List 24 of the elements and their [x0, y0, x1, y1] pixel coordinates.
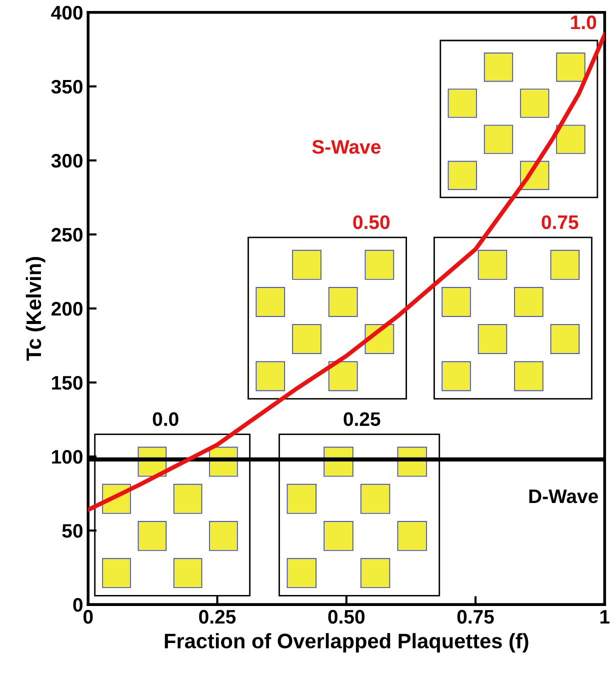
y-tick-label: 0 [73, 598, 82, 612]
x-tick-label: 0.75 [457, 610, 494, 624]
annotation: 0.75 [542, 215, 578, 230]
annotation: 0.25 [344, 412, 380, 426]
x-axis-title: Fraction of Overlapped Plaquettes (f) [164, 633, 528, 653]
y-tick-label: 400 [51, 6, 82, 20]
x-tick-label: 0.25 [199, 610, 236, 624]
y-axis-title: Tc (Kelvin) [26, 257, 46, 361]
x-tick-label: 0 [83, 610, 93, 624]
y-tick-label: 200 [52, 302, 82, 316]
y-tick-label: 300 [51, 154, 82, 168]
x-tick-label: 0.50 [328, 610, 365, 624]
x-tick-label: 1 [600, 610, 610, 624]
annotation: 1.0 [571, 15, 596, 30]
annotation: 0.0 [152, 412, 178, 426]
annotation: S-Wave [312, 140, 380, 154]
annotation: D-Wave [529, 490, 598, 504]
y-tick-label: 100 [52, 450, 82, 464]
y-tick-label: 50 [62, 524, 82, 538]
annotation: 0.50 [353, 215, 390, 230]
y-tick-label: 350 [51, 80, 82, 94]
line-series [88, 32, 605, 512]
y-tick-label: 250 [52, 228, 82, 242]
y-tick-label: 150 [52, 376, 82, 390]
